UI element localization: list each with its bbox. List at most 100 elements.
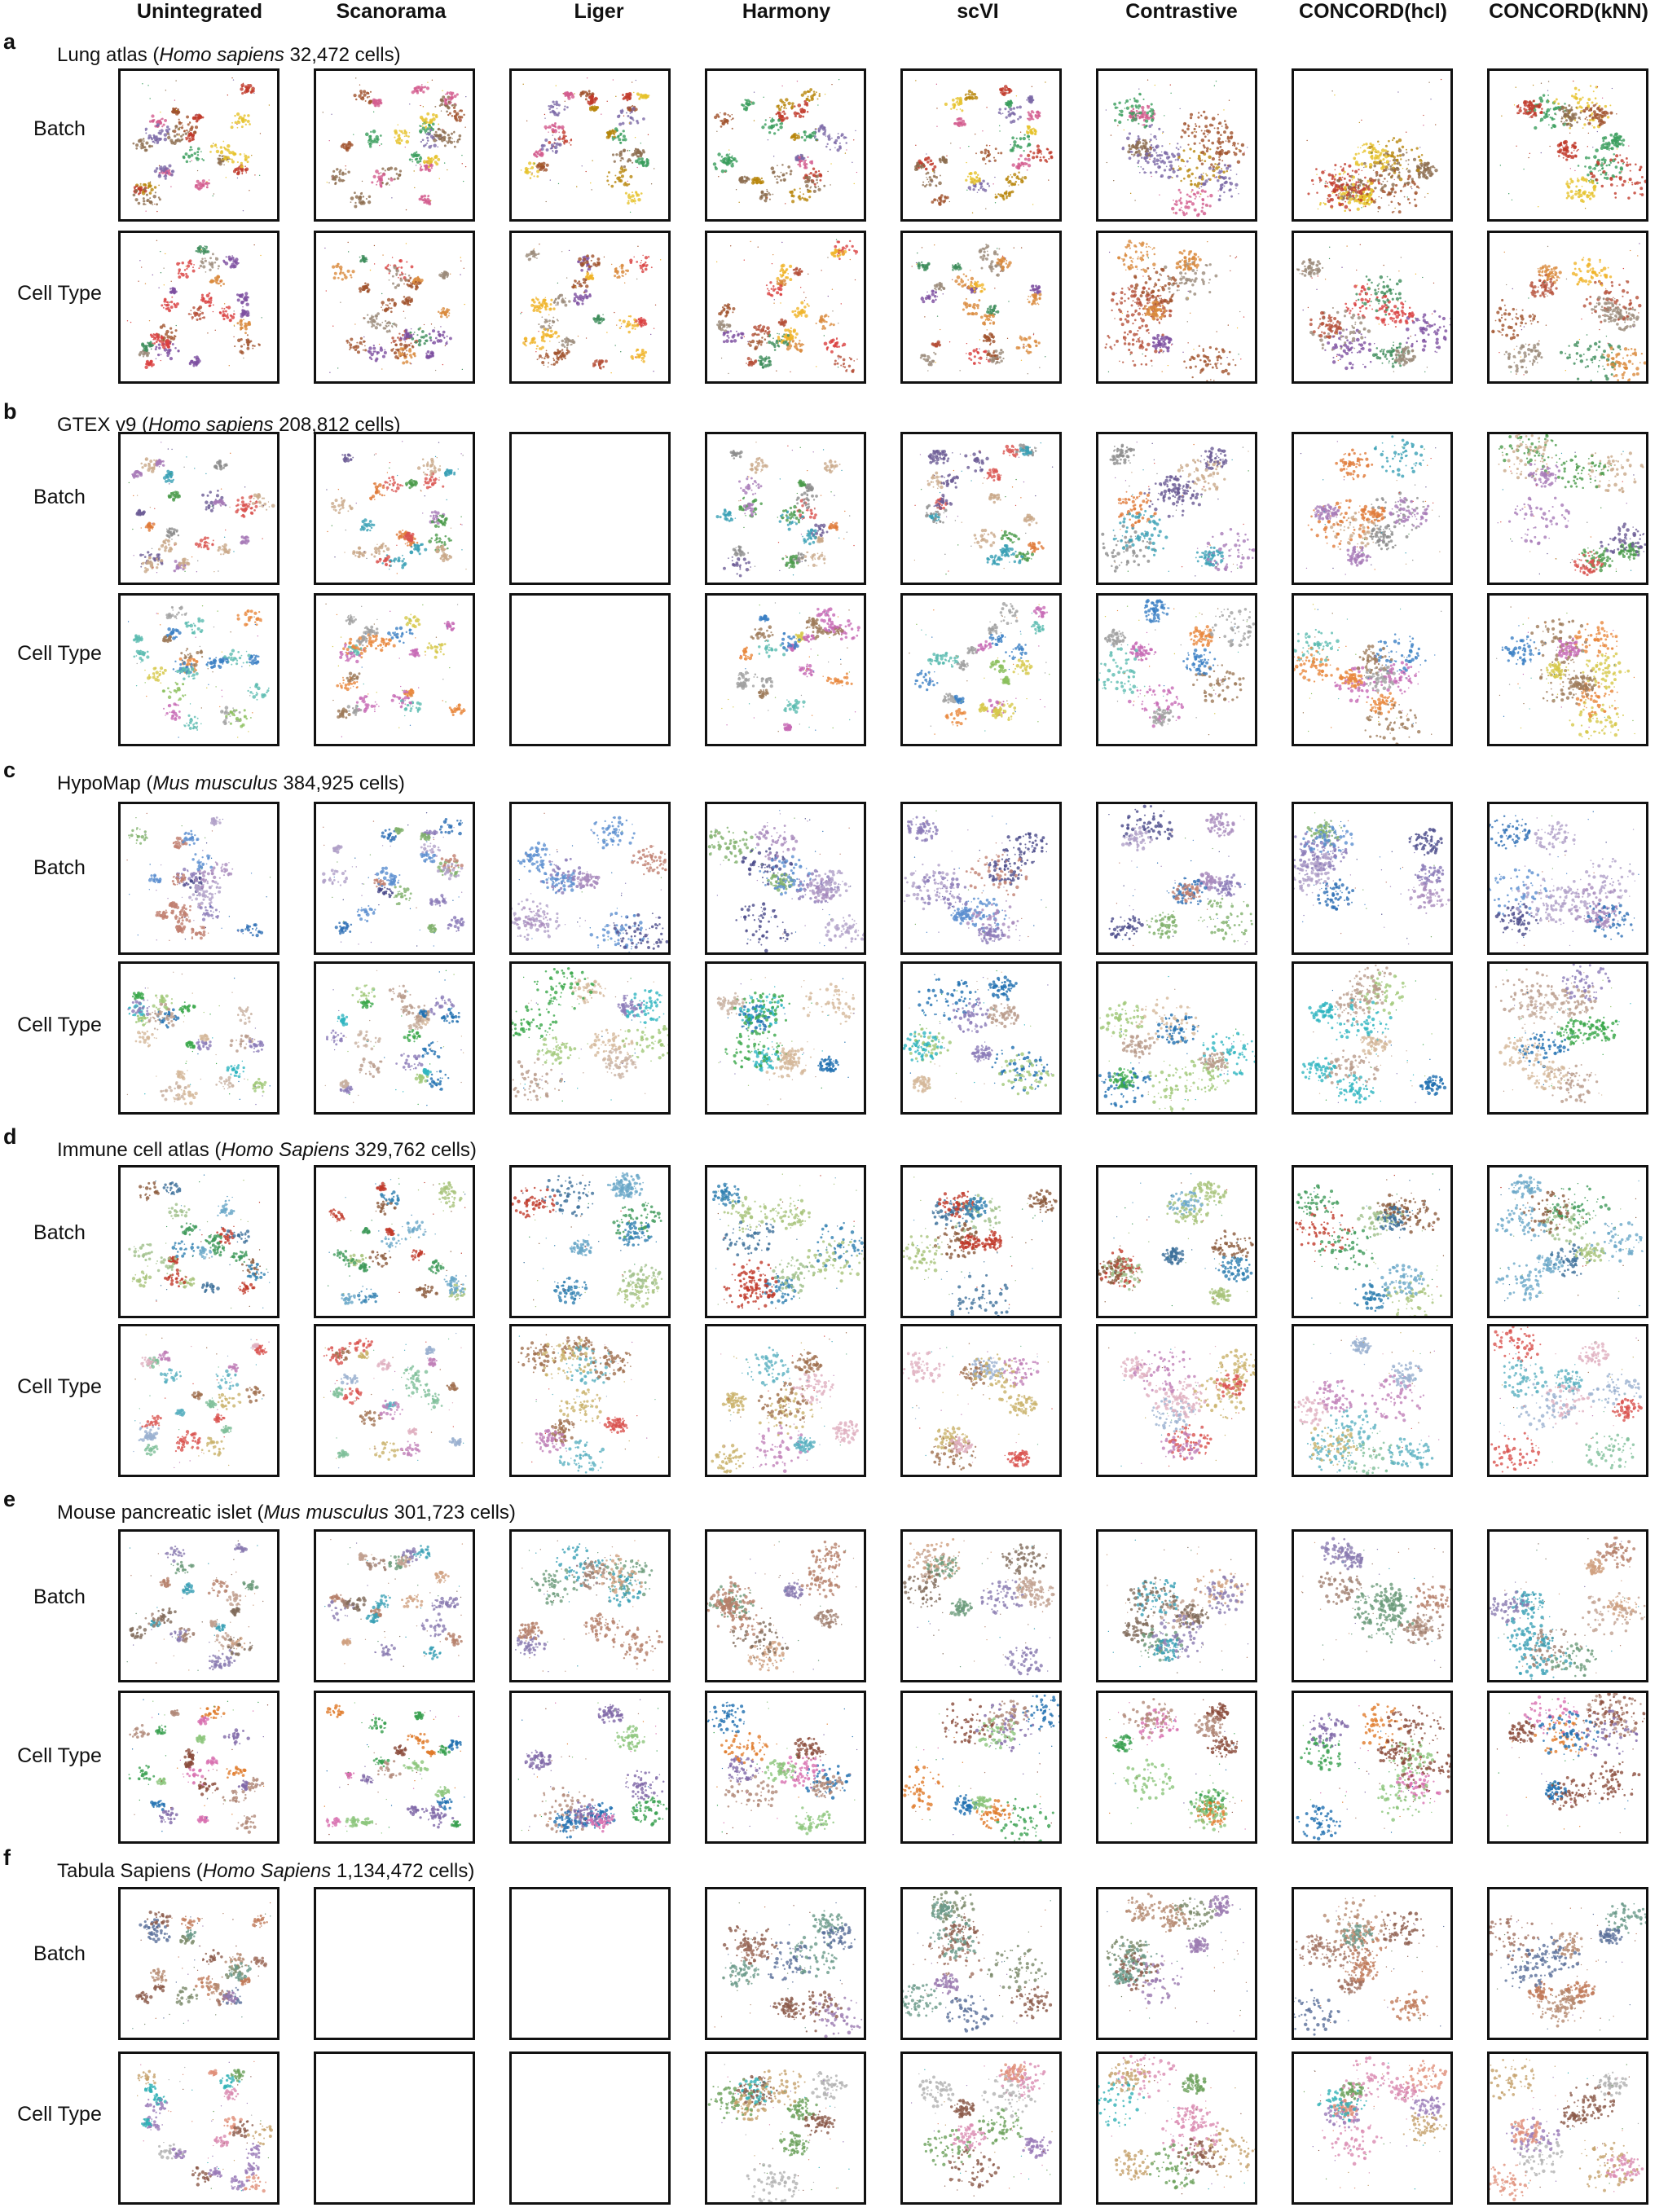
umap-scatter xyxy=(512,1172,663,1308)
umap-panel-b-cell-type-harmony xyxy=(705,593,866,746)
umap-panel-e-cell-type-concord-knn- xyxy=(1487,1691,1648,1844)
umap-scatter xyxy=(325,603,466,737)
umap-points xyxy=(126,240,262,369)
umap-panel-e-batch-scvi xyxy=(900,1529,1062,1682)
umap-panel-e-cell-type-concord-hcl- xyxy=(1292,1691,1453,1844)
umap-points xyxy=(137,2060,273,2193)
umap-panel-d-cell-type-scanorama xyxy=(314,1324,475,1477)
panel-title-suffix: 301,723 cells) xyxy=(389,1502,515,1524)
umap-points xyxy=(520,243,662,374)
umap-points xyxy=(1098,975,1255,1112)
umap-scatter xyxy=(910,2060,1053,2197)
umap-points xyxy=(712,78,858,204)
umap-panel-a-batch-scanorama xyxy=(314,68,475,222)
umap-points xyxy=(1303,2056,1448,2190)
umap-scatter xyxy=(1494,1173,1644,1307)
panel-title-suffix: 32,472 cells) xyxy=(284,44,401,66)
umap-scatter xyxy=(323,1702,465,1836)
umap-panel-e-batch-contrastive xyxy=(1096,1529,1257,1682)
umap-points xyxy=(911,244,1046,375)
umap-scatter xyxy=(326,441,467,574)
umap-panel-f-cell-type-concord-knn- xyxy=(1487,2051,1648,2205)
umap-points xyxy=(913,442,1054,575)
umap-panel-a-cell-type-concord-hcl- xyxy=(1292,231,1453,384)
row-label-c-cell-type: Cell Type xyxy=(3,1014,116,1037)
umap-points xyxy=(517,1699,668,1839)
umap-panel-d-cell-type-contrastive xyxy=(1096,1324,1257,1477)
umap-points xyxy=(707,1701,858,1836)
umap-panel-f-cell-type-unintegrated xyxy=(118,2051,279,2205)
row-label-e-cell-type: Cell Type xyxy=(3,1744,116,1768)
umap-points xyxy=(1295,1173,1445,1316)
umap-panel-d-batch-unintegrated xyxy=(118,1165,279,1318)
umap-panel-c-batch-unintegrated xyxy=(118,802,279,955)
umap-scatter xyxy=(520,243,662,374)
panel-title-prefix: Immune cell atlas ( xyxy=(57,1139,221,1161)
panel-title-a: Lung atlas (Homo sapiens 32,472 cells) xyxy=(57,44,401,67)
umap-points xyxy=(514,1540,663,1673)
umap-points xyxy=(1108,804,1253,947)
umap-panel-f-batch-contrastive xyxy=(1096,1887,1257,2040)
umap-panel-a-cell-type-unintegrated xyxy=(118,231,279,384)
umap-points xyxy=(326,441,467,574)
umap-scatter xyxy=(323,1332,464,1469)
umap-panel-a-batch-unintegrated xyxy=(118,68,279,222)
umap-scatter xyxy=(1294,1332,1440,1475)
umap-scatter xyxy=(1105,1698,1246,1833)
row-label-b-cell-type: Cell Type xyxy=(3,642,116,666)
umap-panel-b-batch-concord-knn- xyxy=(1487,432,1648,585)
panel-title-species: Homo Sapiens xyxy=(221,1139,349,1161)
umap-points xyxy=(1105,79,1248,218)
umap-panel-e-cell-type-contrastive xyxy=(1096,1691,1257,1844)
umap-scatter xyxy=(126,240,262,369)
umap-panel-d-cell-type-unintegrated xyxy=(118,1324,279,1477)
umap-panel-d-cell-type-harmony xyxy=(705,1324,866,1477)
umap-points xyxy=(903,1694,1059,1841)
column-header-concord-knn-: CONCORD(kNN) xyxy=(1471,0,1666,23)
umap-points xyxy=(721,602,860,732)
umap-panel-a-batch-concord-knn- xyxy=(1487,68,1648,222)
umap-points xyxy=(1104,240,1245,381)
umap-scatter xyxy=(324,241,465,373)
umap-scatter xyxy=(1490,811,1639,947)
umap-points xyxy=(1490,1536,1646,1680)
umap-panel-d-cell-type-concord-knn- xyxy=(1487,1324,1648,1477)
umap-panel-c-batch-scvi xyxy=(900,802,1062,955)
umap-scatter xyxy=(1497,434,1646,577)
row-label-a-batch: Batch xyxy=(3,117,116,141)
panel-title-suffix: 329,762 cells) xyxy=(350,1139,476,1161)
umap-points xyxy=(1098,599,1255,736)
umap-points xyxy=(913,80,1054,213)
umap-scatter xyxy=(1098,599,1255,736)
umap-points xyxy=(126,971,271,1106)
umap-scatter xyxy=(1490,2058,1644,2201)
panel-letter-a: a xyxy=(3,29,15,55)
umap-points xyxy=(1296,1703,1450,1841)
umap-points xyxy=(712,1173,864,1310)
umap-panel-e-cell-type-scvi xyxy=(900,1691,1062,1844)
umap-scatter xyxy=(1301,1537,1450,1669)
umap-points xyxy=(903,1537,1055,1676)
umap-scatter xyxy=(128,1699,269,1834)
umap-scatter xyxy=(1295,1173,1445,1316)
panel-letter-f: f xyxy=(3,1845,11,1871)
panel-title-species: Mus musculus xyxy=(263,1502,388,1524)
umap-panel-d-cell-type-scvi xyxy=(900,1324,1062,1477)
umap-scatter xyxy=(126,812,271,941)
umap-panel-e-cell-type-unintegrated xyxy=(118,1691,279,1844)
umap-scatter xyxy=(322,811,465,947)
umap-scatter xyxy=(721,602,860,732)
column-header-concord-hcl-: CONCORD(hcl) xyxy=(1275,0,1471,23)
umap-panel-d-batch-harmony xyxy=(705,1165,866,1318)
panel-title-prefix: HypoMap ( xyxy=(57,772,152,794)
umap-points xyxy=(1496,606,1635,740)
umap-panel-f-cell-type-liger xyxy=(509,2051,671,2205)
umap-panel-f-batch-harmony xyxy=(705,1887,866,2040)
umap-panel-d-batch-concord-hcl- xyxy=(1292,1165,1453,1318)
panel-title-prefix: Mouse pancreatic islet ( xyxy=(57,1502,263,1524)
umap-points xyxy=(1490,1902,1646,2031)
umap-points xyxy=(132,1902,271,2029)
umap-scatter xyxy=(1490,1902,1646,2031)
umap-scatter xyxy=(126,1540,264,1671)
umap-points xyxy=(512,967,668,1102)
